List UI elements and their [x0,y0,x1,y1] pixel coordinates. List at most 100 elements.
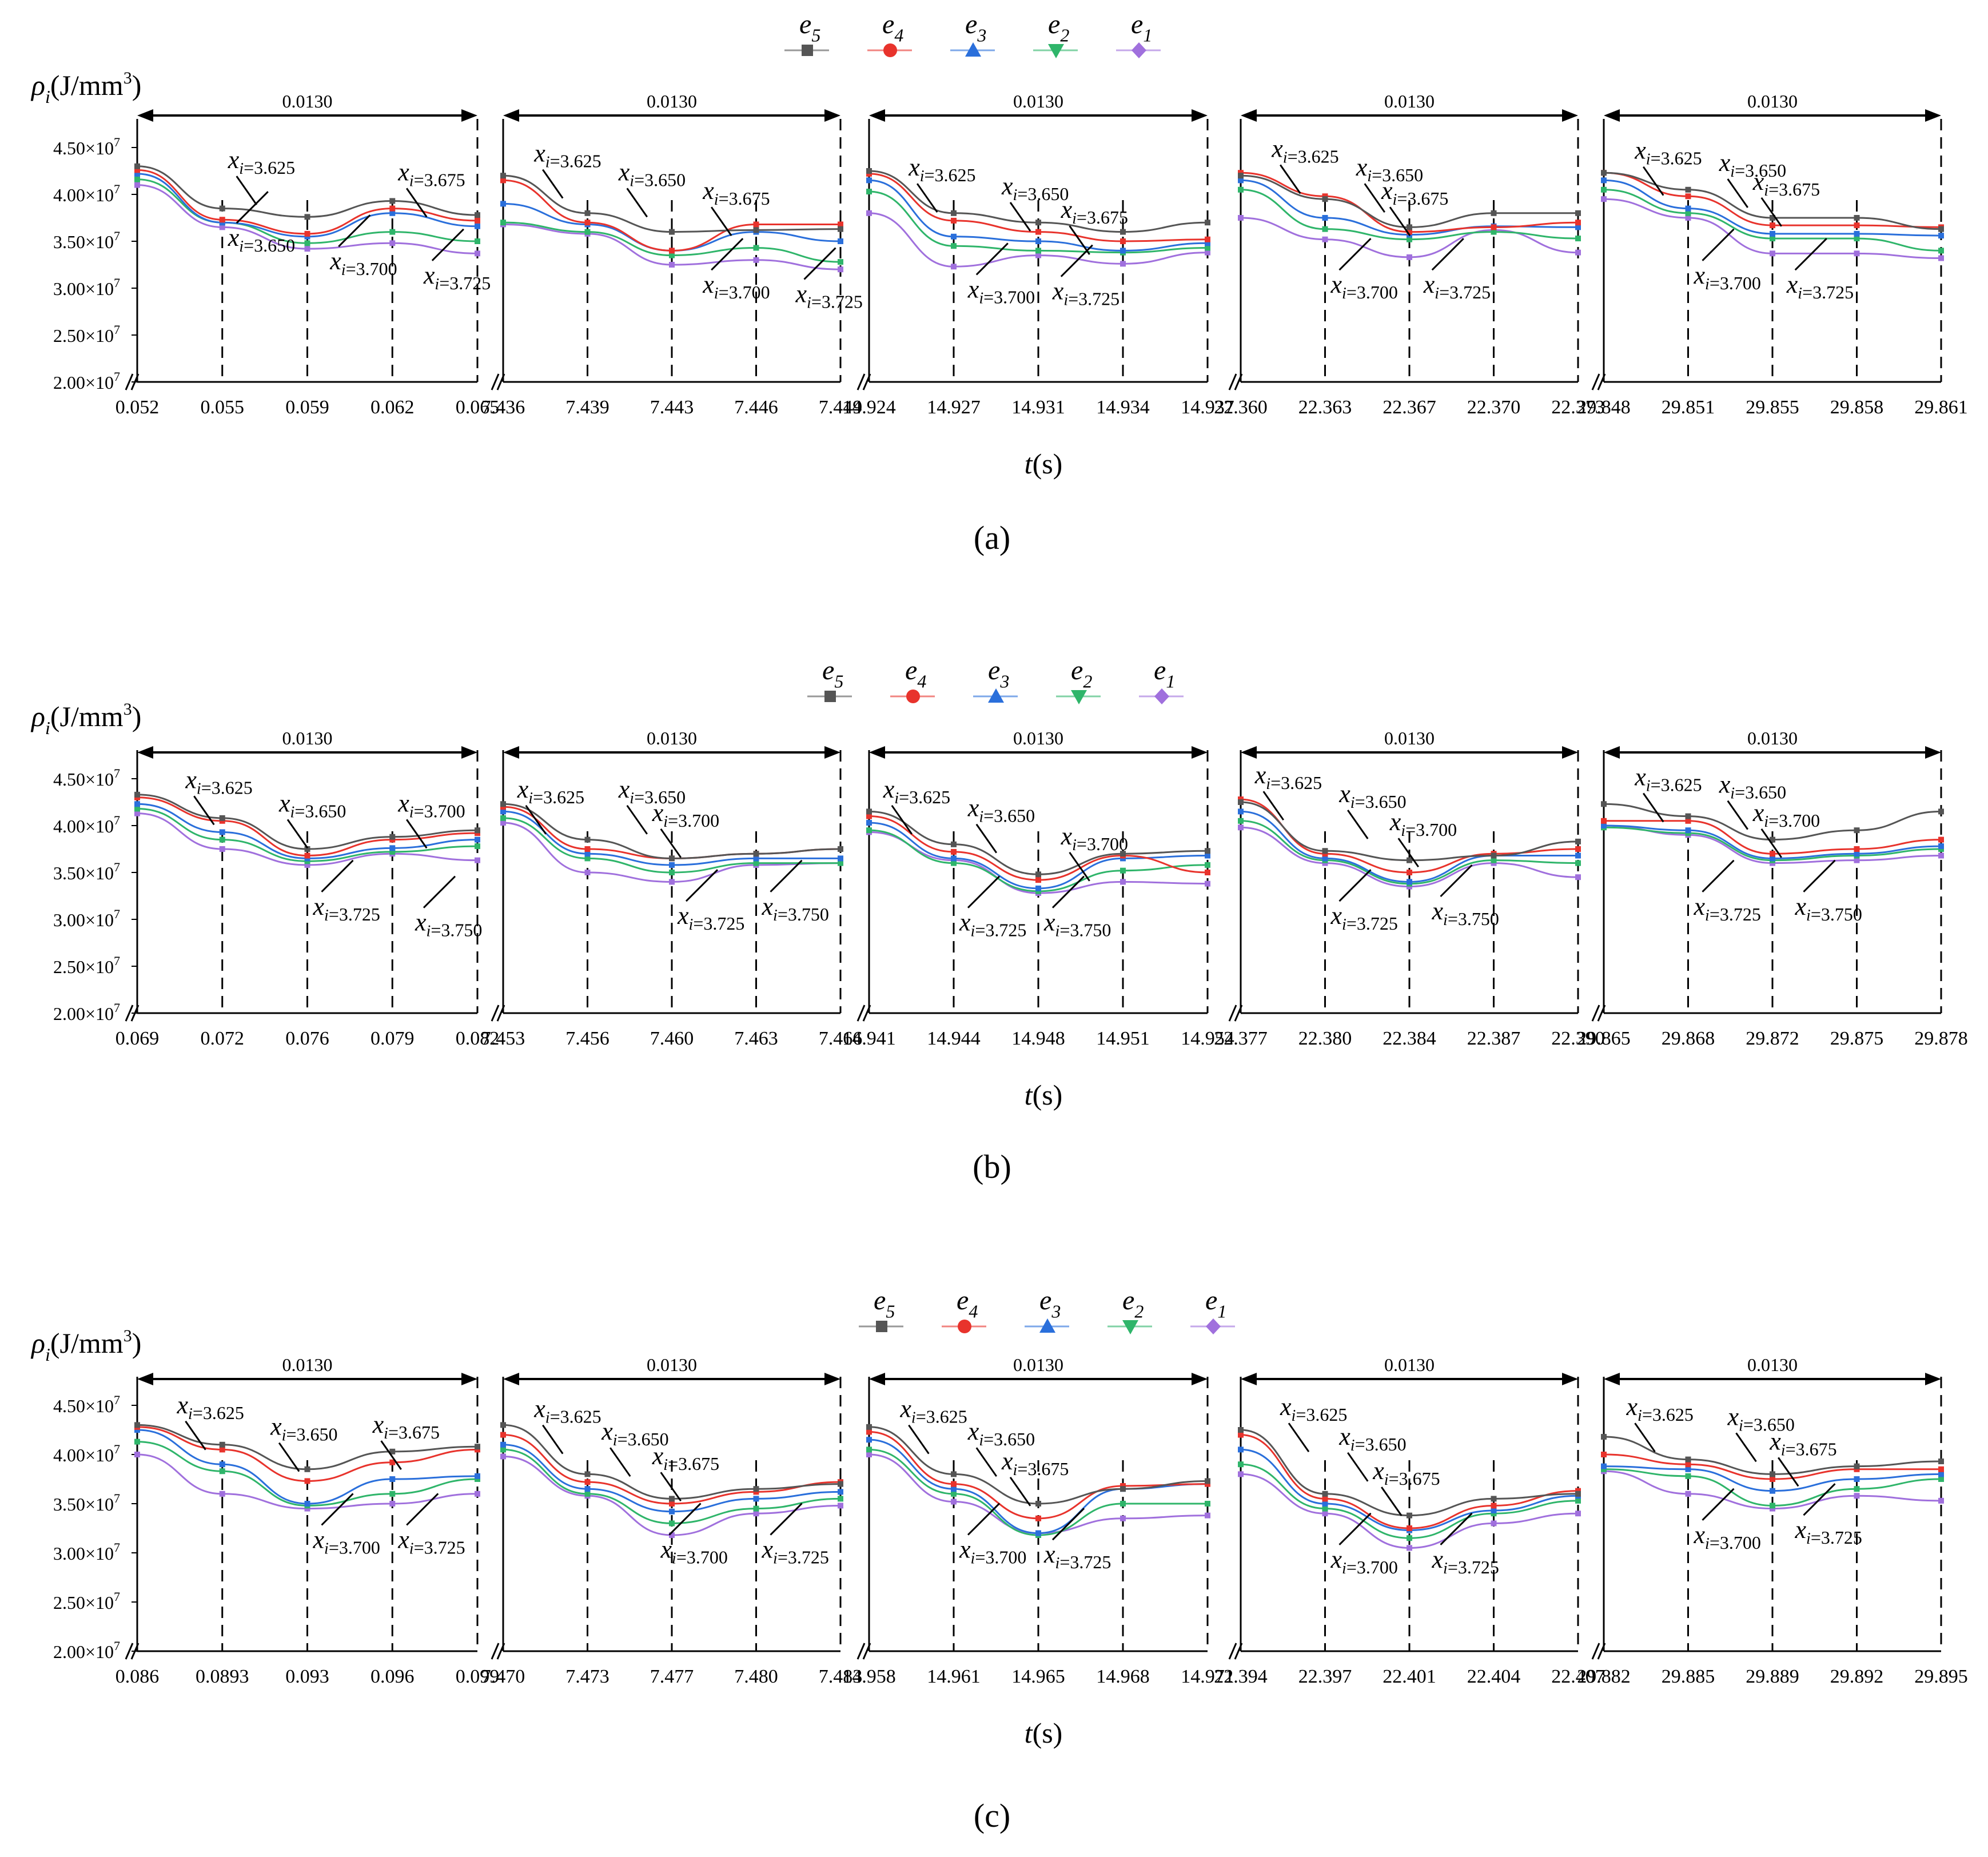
data-point-e4 [1854,222,1860,229]
data-point-e4 [838,221,843,228]
x-tick-label: 7.436 [481,397,525,418]
annotation-label: xi=3.725 [959,908,1026,941]
annotation-label: xi=3.650 [967,794,1035,826]
chart-2: e5 e4 e3 e2 e1 ρi(J/mm3) 4.50×107 4.00×107 3.50×… [30,655,1968,1185]
data-point-e4 [134,167,140,173]
data-point-e3 [951,233,957,240]
data-point-e2 [838,860,843,866]
data-point-e3 [866,1437,872,1443]
data-point-e3 [1322,1501,1328,1507]
data-point-e4 [1938,836,1944,843]
annotation-leader [406,188,428,218]
y-tick-label: 4.50×107 [53,1393,120,1416]
window-arrow-right [1562,746,1578,759]
data-point-e5 [1575,1491,1581,1497]
legend-marker-diamond [1154,688,1169,704]
y-tick-label: 2.00×107 [53,1001,120,1024]
data-point-e1 [1407,1545,1412,1551]
y-tick-label: 2.50×107 [53,322,120,346]
data-point-e1 [475,1491,480,1497]
annotation-leader [626,188,648,218]
window-arrow-left [869,1373,885,1385]
annotation-label: xi=3.650 [1719,771,1786,803]
data-point-e5 [1575,210,1581,216]
data-point-e1 [219,1491,225,1497]
data-point-e2 [584,855,591,862]
annotation-label: xi=3.700 [967,275,1035,307]
annotation-label: xi=3.750 [762,892,829,924]
data-point-e1 [134,810,140,816]
axis-break-mark [1591,373,1606,390]
x-tick-label: 14.948 [1011,1028,1065,1049]
annotation-label: xi=3.700 [1330,270,1398,302]
annotation-leader [1069,851,1090,882]
data-point-e2 [134,1438,140,1445]
data-point-e2 [500,1446,506,1453]
annotation-label: xi=3.725 [1786,270,1854,302]
window-arrow-right [1562,109,1578,122]
data-point-e4 [1575,1488,1581,1494]
x-tick-label: 0.069 [115,1028,160,1049]
data-point-e4 [1035,229,1041,235]
annotation-leader [1794,238,1827,271]
x-tick-label: 0.065 [456,397,500,418]
data-point-e3 [584,1486,591,1492]
annotation-leader [1280,164,1301,194]
annotation-label: xi=3.700 [1061,822,1128,854]
annotation-label: xi=3.675 [652,1442,719,1474]
annotation-leader [1440,1512,1473,1545]
annotation-label: xi=3.725 [397,1525,465,1557]
annotation-leader [1735,1432,1757,1463]
y-tick-label: 4.00×107 [53,182,120,205]
annotation-leader [711,238,744,271]
data-point-e5 [500,801,506,807]
series-line-e5 [868,810,1208,875]
window-arrow-left [137,109,153,122]
annotation-label: xi=3.675 [1769,1427,1836,1459]
data-point-e3 [1238,1446,1244,1453]
data-point-e5 [134,163,140,169]
series-line-e3 [137,1429,478,1505]
data-point-e2 [475,1476,480,1482]
y-tick-label: 3.00×107 [53,1540,120,1564]
data-point-e4 [1120,1483,1126,1489]
annotation-label: xi=3.625 [1254,761,1322,793]
data-point-e3 [500,1441,506,1448]
series-line-e4 [868,1430,1208,1520]
data-point-e2 [1575,860,1581,866]
annotation-leader [1009,202,1031,232]
series-line-e5 [503,1424,841,1500]
legend-label: e5 [874,1285,895,1321]
annotation-leader [1060,244,1093,277]
annotation-label: xi=3.625 [883,775,950,807]
data-point-e2 [753,860,759,866]
annotation-leader [908,1424,930,1454]
window-arrow-right [461,1373,477,1385]
x-axis-label: t(s) [1025,448,1063,480]
data-point-e1 [753,257,759,263]
subplot-3: 14.958 14.961 14.965 14.968 14.971 0.0130 xi=3… [842,1354,1234,1687]
y-tick-label: 4.00×107 [53,1442,120,1465]
data-point-e5 [1035,1501,1041,1507]
data-point-e4 [1770,1476,1775,1482]
series-line-e5 [503,803,841,859]
y-tick-label: 4.00×107 [53,813,120,836]
data-point-e4 [1035,1515,1041,1521]
data-point-e1 [1205,880,1210,887]
annotation-label: xi=3.650 [601,1417,668,1449]
legend-label: e4 [882,9,903,45]
data-point-e4 [304,852,310,859]
x-tick-label: 29.895 [1914,1666,1968,1687]
annotation-label: xi=3.700 [660,1536,728,1568]
data-point-e1 [1238,824,1244,831]
data-point-e2 [219,836,225,843]
data-point-e4 [389,1459,396,1465]
annotation-label: xi=3.700 [959,1536,1026,1568]
x-tick-label: 22.397 [1298,1666,1352,1687]
data-point-e5 [1938,1458,1944,1465]
data-point-e3 [838,855,843,862]
legend-label: e1 [1205,1285,1226,1321]
window-label: 0.0130 [1013,728,1063,748]
data-point-e2 [134,806,140,812]
data-point-e1 [669,262,675,268]
